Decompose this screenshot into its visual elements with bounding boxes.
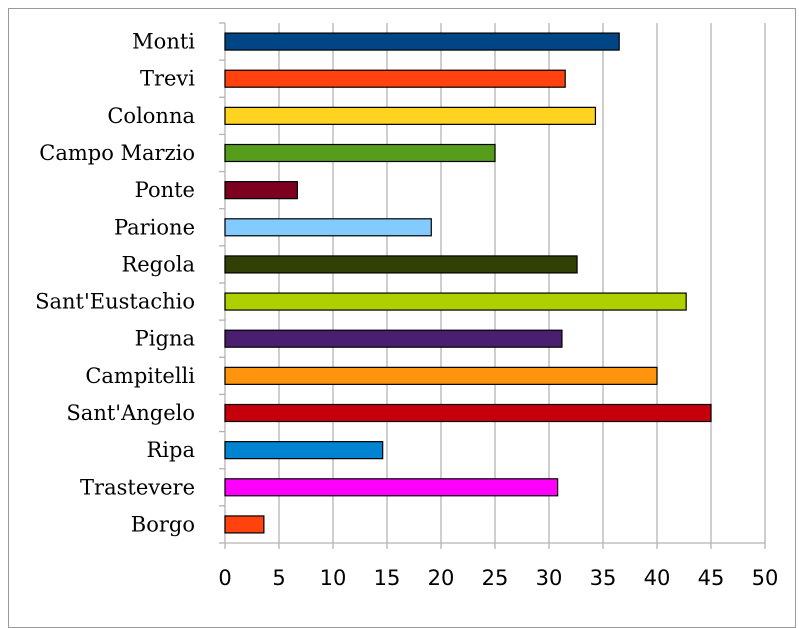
- category-label: Campitelli: [85, 364, 195, 388]
- category-label: Trevi: [140, 67, 195, 91]
- bar: [224, 143, 496, 163]
- bars: [224, 32, 712, 534]
- axes: [219, 22, 765, 549]
- category-label: Sant'Angelo: [66, 401, 195, 425]
- bar: [224, 218, 432, 237]
- category-label: Pigna: [135, 327, 195, 351]
- x-tick-labels: 0 5 10 15 20 25 30 35 40 45 50: [218, 566, 778, 590]
- category-label: Campo Marzio: [39, 141, 195, 165]
- x-tick-label: 25: [482, 566, 509, 590]
- bar: [224, 32, 620, 51]
- category-label: Trastevere: [80, 475, 195, 499]
- category-label: Borgo: [131, 512, 195, 536]
- x-tick-label: 10: [320, 566, 347, 590]
- category-label: Ponte: [135, 178, 195, 202]
- x-tick-label: 20: [428, 566, 455, 590]
- bar: [224, 329, 563, 348]
- bar: [224, 515, 265, 534]
- bar: [224, 69, 566, 88]
- gridlines: [278, 23, 766, 549]
- bar: [224, 181, 298, 200]
- bar: [224, 106, 597, 125]
- x-tick-label: 30: [536, 566, 563, 590]
- bar: [224, 403, 712, 423]
- x-tick-label: 5: [272, 566, 285, 590]
- x-tick-label: 40: [644, 566, 671, 590]
- x-tick-label: 45: [698, 566, 725, 590]
- bar: [224, 292, 687, 311]
- bar: [224, 478, 559, 497]
- bar: [224, 255, 578, 274]
- category-label: Sant'Eustachio: [35, 290, 195, 314]
- x-tick-label: 35: [590, 566, 617, 590]
- x-tick-label: 50: [752, 566, 779, 590]
- bar: [224, 366, 658, 385]
- category-label: Ripa: [147, 438, 196, 462]
- category-label: Parione: [114, 215, 195, 239]
- category-label: Monti: [132, 30, 195, 54]
- x-tick-label: 15: [374, 566, 401, 590]
- category-label: Colonna: [107, 104, 195, 128]
- bar: [224, 441, 384, 460]
- category-labels: Monti Trevi Colonna Campo Marzio Ponte Parion…: [35, 30, 195, 537]
- category-label: Regola: [121, 252, 195, 276]
- x-tick-label: 0: [218, 566, 231, 590]
